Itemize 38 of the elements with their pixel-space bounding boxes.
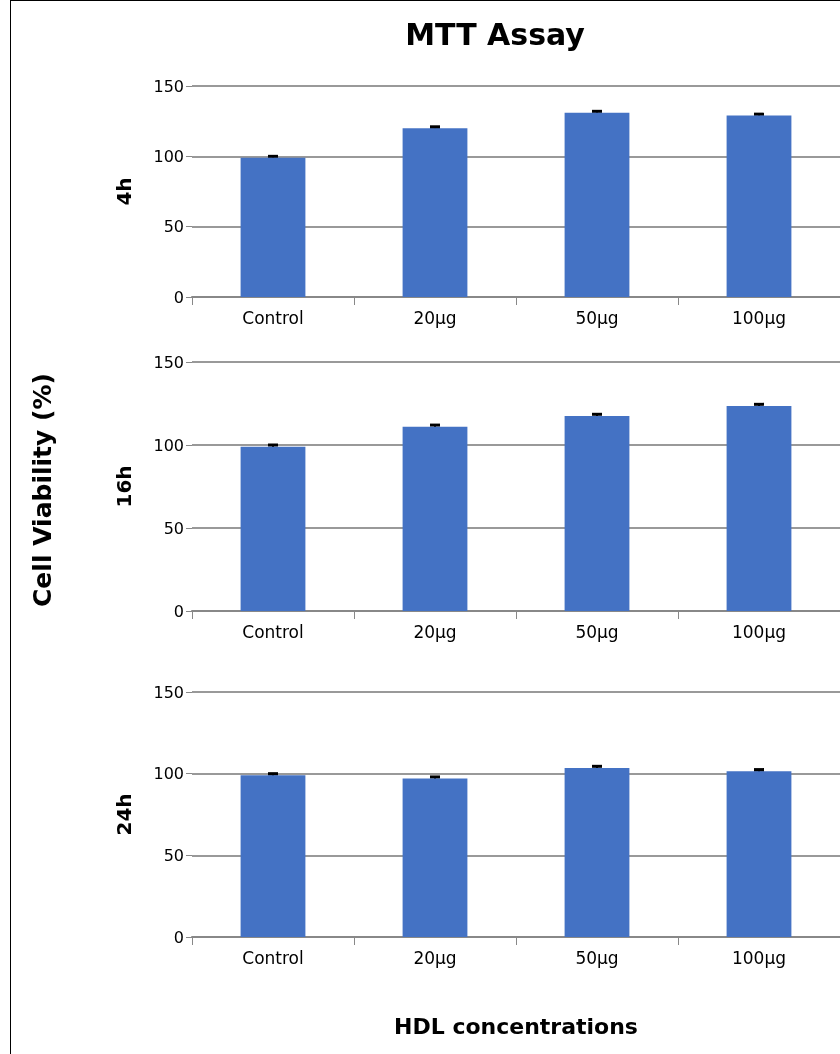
bar [240, 446, 306, 611]
x-axis-title: HDL concentrations [394, 1013, 638, 1039]
bar [402, 128, 468, 297]
x-tick-label: Control [242, 307, 304, 328]
x-tick-label: 100µg [731, 621, 787, 642]
y-tick-label: 0 [173, 601, 184, 621]
x-tick-label: 50µg [575, 947, 619, 968]
x-tick-label: 100µg [731, 947, 787, 968]
y-tick-label: 150 [153, 76, 184, 96]
y-tick-label: 150 [153, 682, 184, 702]
x-tick-label: Control [242, 947, 304, 968]
x-tick-label: 20µg [413, 947, 457, 968]
x-tick-label: 100µg [731, 307, 787, 328]
chart-title: MTT Assay [405, 16, 586, 52]
bar [564, 415, 630, 611]
y-tick-label: 50 [163, 845, 184, 865]
y-tick-label: 100 [153, 435, 184, 455]
bar [564, 112, 630, 297]
y-tick-label: 0 [173, 927, 184, 947]
x-tick-label: 20µg [413, 307, 457, 328]
y-tick-label: 0 [173, 287, 184, 307]
bar [402, 426, 468, 611]
y-axis-title: 16h [112, 465, 136, 508]
bar [240, 157, 306, 297]
y-tick-label: 100 [153, 146, 184, 166]
x-tick-label: Control [242, 621, 304, 642]
x-tick-label: 50µg [575, 307, 619, 328]
y-tick-label: 50 [163, 217, 184, 237]
y-axis-title: 24h [112, 793, 136, 836]
y-tick-label: 150 [153, 352, 184, 372]
y-axis-title: 4h [112, 177, 136, 206]
bar [726, 115, 792, 297]
y-tick-label: 50 [163, 518, 184, 538]
x-tick-label: 20µg [413, 621, 457, 642]
text: Cell Viability (%) [27, 373, 57, 607]
y-tick-label: 100 [153, 764, 184, 784]
bar [726, 405, 792, 611]
x-tick-label: 50µg [575, 621, 619, 642]
